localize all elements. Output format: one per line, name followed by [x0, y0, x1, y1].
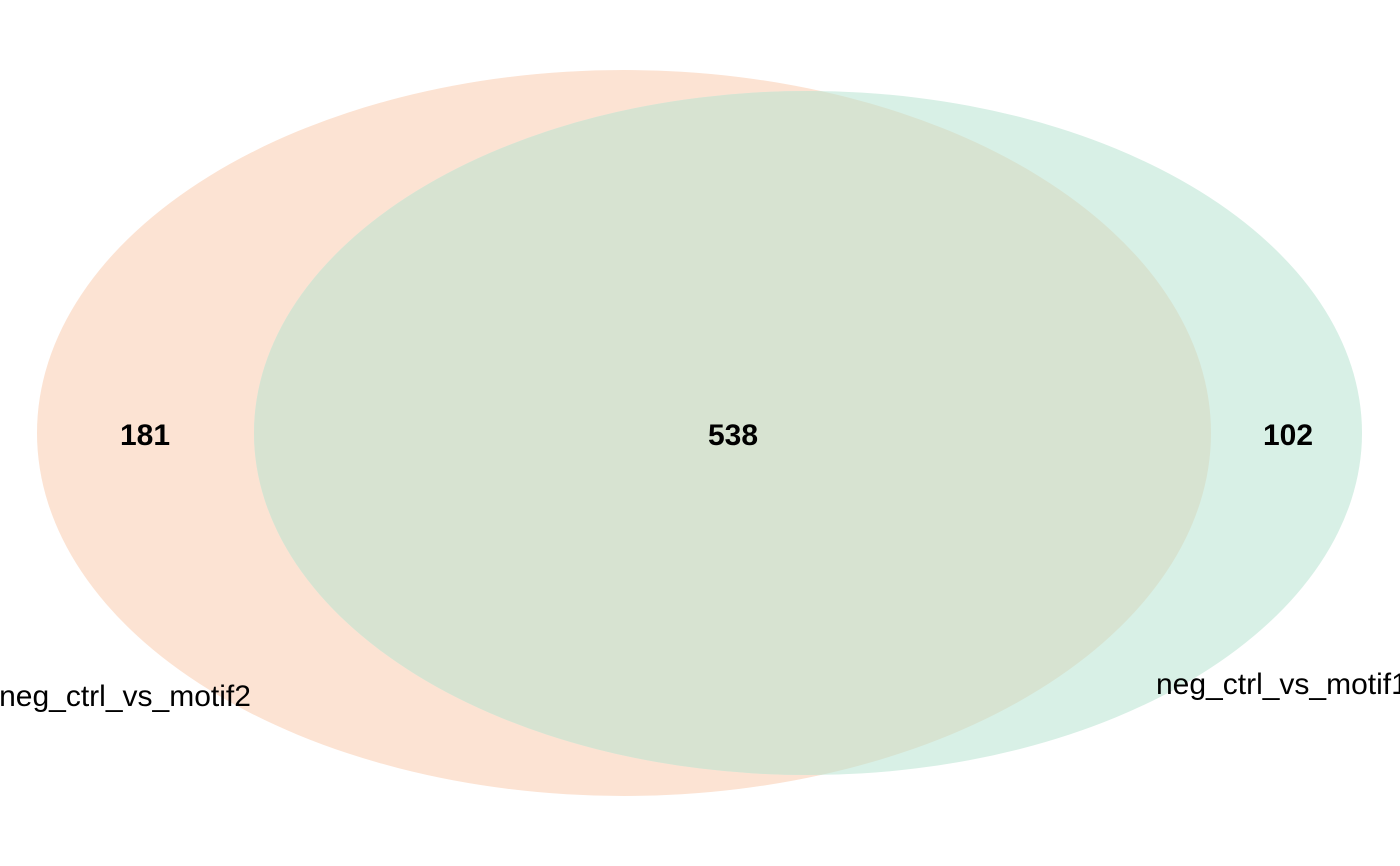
set-overlap-region — [254, 91, 1211, 775]
set-label-left: neg_ctrl_vs_motif2 — [0, 680, 251, 713]
count-left-only: 181 — [120, 419, 170, 452]
count-intersection: 538 — [708, 419, 758, 452]
set-label-right: neg_ctrl_vs_motif1 — [1156, 668, 1400, 701]
count-right-only: 102 — [1263, 419, 1313, 452]
